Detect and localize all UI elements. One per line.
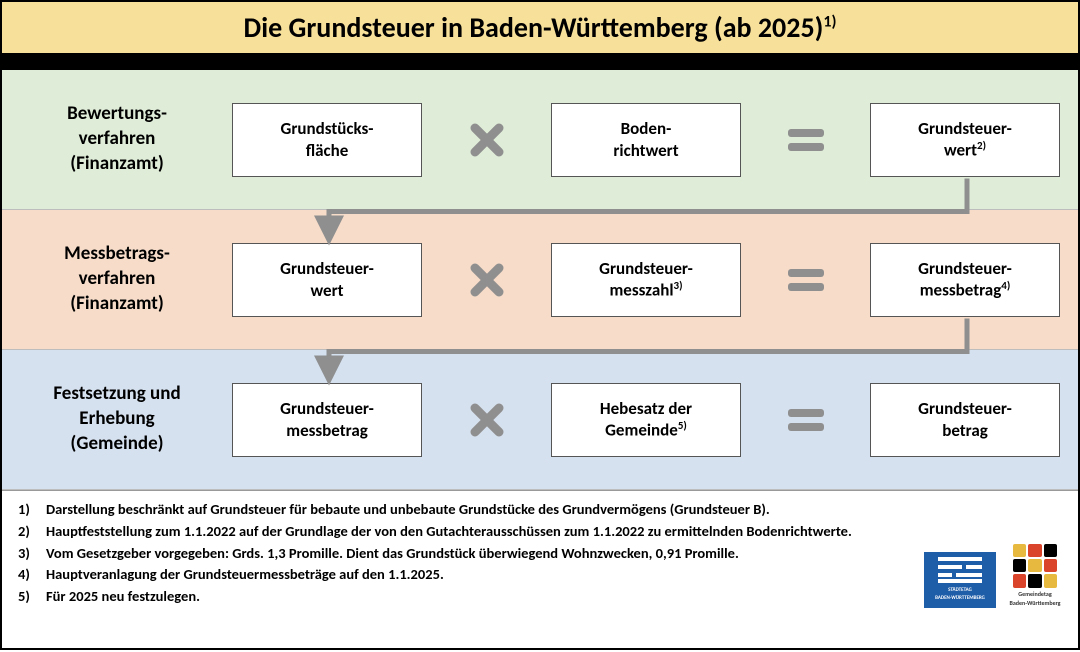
box-messbetrag: Grundsteuer-messbetrag4) — [870, 243, 1060, 317]
footnote-num: 1) — [18, 499, 46, 521]
footnote-item: 2)Hauptfeststellung zum 1.1.2022 auf der… — [18, 521, 1062, 543]
box-line: messbetrag — [286, 420, 368, 441]
footnote-num: 5) — [18, 586, 46, 608]
stage-messbetrag: Messbetrags- verfahren (Finanzamt) Grund… — [2, 210, 1078, 350]
calc-row: Grundsteuer-messbetrag Hebesatz derGemei… — [232, 350, 1060, 489]
footnote-item: 5)Für 2025 neu festzulegen. — [18, 586, 1062, 608]
box-line: messbetrag — [920, 280, 1002, 301]
box-line: wert — [944, 140, 977, 161]
box-line: fläche — [306, 140, 349, 161]
footnote-ref: 5) — [678, 419, 687, 432]
logo-staedtetag: STÄDTETAG BADEN-WÜRTTEMBERG — [924, 552, 996, 608]
box-line: Grundsteuer- — [918, 398, 1012, 419]
title-divider — [2, 56, 1078, 70]
box-line: Gemeinde — [605, 420, 678, 441]
box-line: Boden- — [621, 118, 672, 139]
equals-icon — [785, 126, 827, 154]
calc-row: Grundstücks-fläche Boden-richtwert Grund… — [232, 70, 1060, 209]
footnote-num: 4) — [18, 564, 46, 586]
title-bar: Die Grundsteuer in Baden-Württemberg (ab… — [2, 2, 1078, 56]
infographic-frame: Die Grundsteuer in Baden-Württemberg (ab… — [0, 0, 1080, 650]
box-messzahl: Grundsteuer-messzahl3) — [551, 243, 741, 317]
stage-label: Messbetrags- verfahren (Finanzamt) — [2, 242, 232, 316]
stage-label-line: (Gemeinde) — [70, 432, 163, 455]
stage-label-line: Festsetzung und — [53, 382, 180, 405]
logos: STÄDTETAG BADEN-WÜRTTEMBERG Gemeindetag … — [924, 544, 1064, 608]
footnote-num: 3) — [18, 543, 46, 565]
box-grundstuecksflaeche: Grundstücks-fläche — [232, 103, 422, 177]
footnote-text: Für 2025 neu festzulegen. — [46, 586, 200, 608]
stage-label-line: Bewertungs- — [67, 102, 167, 125]
box-line: Grundsteuer- — [918, 258, 1012, 279]
box-line: messzahl — [609, 280, 673, 301]
stage-label: Festsetzung und Erhebung (Gemeinde) — [2, 382, 232, 456]
logo-caption: Baden-Württemberg — [1009, 599, 1060, 608]
box-line: Grundsteuer- — [918, 118, 1012, 139]
footnotes: 1)Darstellung beschränkt auf Grundsteuer… — [2, 490, 1078, 614]
logo-caption: BADEN-WÜRTTEMBERG — [935, 595, 985, 603]
title-text: Die Grundsteuer in Baden-Württemberg (ab… — [244, 10, 824, 45]
box-line: Grundstücks- — [281, 118, 374, 139]
page-title: Die Grundsteuer in Baden-Württemberg (ab… — [244, 10, 837, 45]
footnote-ref: 4) — [1001, 279, 1010, 292]
stage-label-line: (Finanzamt) — [70, 292, 164, 315]
logo-gemeindetag: Gemeindetag Baden-Württemberg — [1006, 544, 1064, 608]
footnote-item: 3)Vom Gesetzgeber vorgegeben: Grds. 1,3 … — [18, 543, 1062, 565]
footnote-text: Darstellung beschränkt auf Grundsteuer f… — [46, 499, 770, 521]
stage-festsetzung: Festsetzung und Erhebung (Gemeinde) Grun… — [2, 350, 1078, 490]
stage-label: Bewertungs- verfahren (Finanzamt) — [2, 102, 232, 176]
stage-label-line: verfahren — [79, 267, 156, 290]
box-line: wert — [310, 280, 343, 301]
box-line: Hebesatz der — [600, 398, 692, 419]
title-footnote-ref: 1) — [823, 13, 836, 32]
box-line: betrag — [942, 420, 988, 441]
box-grundsteuerwert-in: Grundsteuer-wert — [232, 243, 422, 317]
box-line: Grundsteuer- — [280, 258, 374, 279]
footnote-num: 2) — [18, 521, 46, 543]
multiply-icon — [466, 262, 508, 298]
box-hebesatz: Hebesatz derGemeinde5) — [551, 383, 741, 457]
equals-icon — [785, 406, 827, 434]
box-bodenrichtwert: Boden-richtwert — [551, 103, 741, 177]
box-messbetrag-in: Grundsteuer-messbetrag — [232, 383, 422, 457]
stage-bewertung: Bewertungs- verfahren (Finanzamt) Grunds… — [2, 70, 1078, 210]
footnote-text: Hauptveranlagung der Grundsteuermessbetr… — [46, 564, 444, 586]
stage-label-line: verfahren — [79, 127, 156, 150]
footnote-text: Hauptfeststellung zum 1.1.2022 auf der G… — [46, 521, 852, 543]
box-line: Grundsteuer- — [599, 258, 693, 279]
footnote-ref: 3) — [674, 279, 683, 292]
box-grundsteuerbetrag: Grundsteuer-betrag — [870, 383, 1060, 457]
stage-label-line: Messbetrags- — [64, 242, 170, 265]
stage-label-line: Erhebung — [79, 407, 154, 430]
footnote-item: 4)Hauptveranlagung der Grundsteuermessbe… — [18, 564, 1062, 586]
box-line: richtwert — [613, 140, 678, 161]
box-line: Grundsteuer- — [280, 398, 374, 419]
multiply-icon — [466, 122, 508, 158]
footnote-item: 1)Darstellung beschränkt auf Grundsteuer… — [18, 499, 1062, 521]
footnote-text: Vom Gesetzgeber vorgegeben: Grds. 1,3 Pr… — [46, 543, 739, 565]
box-grundsteuerwert: Grundsteuer-wert2) — [870, 103, 1060, 177]
logo-caption: Gemeindetag — [1018, 590, 1051, 599]
footnote-ref: 2) — [977, 139, 986, 152]
logo-caption: STÄDTETAG — [948, 587, 972, 595]
calc-row: Grundsteuer-wert Grundsteuer-messzahl3) … — [232, 210, 1060, 349]
stage-label-line: (Finanzamt) — [70, 152, 164, 175]
multiply-icon — [466, 402, 508, 438]
equals-icon — [785, 266, 827, 294]
